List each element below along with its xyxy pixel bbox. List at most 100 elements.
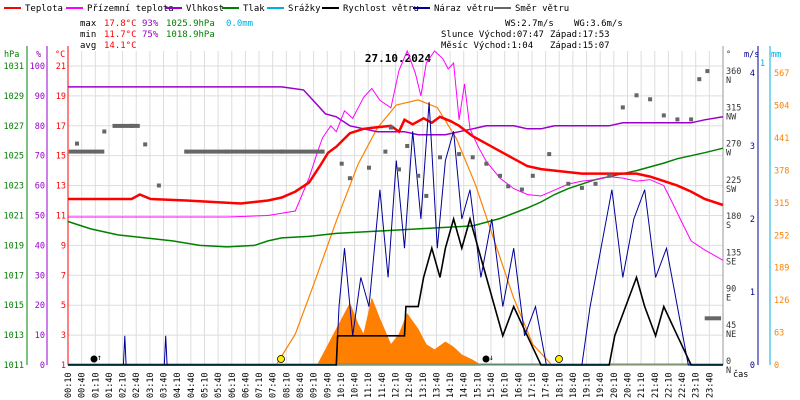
pct-tick-label: 20 xyxy=(35,301,45,311)
dir-tick-label: W xyxy=(726,149,732,159)
dir-tick-deg: 315 xyxy=(726,103,741,113)
solar-layer xyxy=(68,99,723,366)
wind-direction-point xyxy=(661,113,666,118)
legend-label-vlhkost: Vlhkost xyxy=(186,4,224,14)
ms-tick-label: 1 xyxy=(750,288,755,298)
wind-direction-point xyxy=(484,161,489,166)
legend-label-rychlost: Rychlost větru xyxy=(343,4,419,14)
dir-tick-label: N xyxy=(726,366,731,376)
pct-tick-label: 90 xyxy=(35,92,45,102)
mm-tick-label: 0 xyxy=(774,361,779,371)
wind-direction-point xyxy=(648,97,653,102)
x-tick-label: 19:10 xyxy=(583,372,593,398)
moonset-arrow-icon: ↓ xyxy=(489,353,494,362)
deg-axis-title: ° xyxy=(726,50,731,60)
series-temperature xyxy=(68,115,724,207)
legend-label-srazky: Srážky xyxy=(288,4,321,14)
dir-tick-deg: 0 xyxy=(726,357,731,367)
x-tick-label: 01:10 xyxy=(91,372,101,398)
moonrise-arrow-icon: ↑ xyxy=(97,353,102,362)
dir-tick-deg: 90 xyxy=(726,285,736,295)
wind-direction-point xyxy=(470,155,475,160)
x-tick-label: 09:40 xyxy=(323,372,333,398)
pct-tick-label: 0 xyxy=(40,361,45,371)
hpa-tick-label: 1023 xyxy=(4,182,24,192)
x-tick-label: 11:10 xyxy=(364,372,374,398)
ms-axis-title: m/s xyxy=(744,50,759,60)
wind-direction-point xyxy=(156,183,161,188)
mm-tick-label: 126 xyxy=(774,296,789,306)
dir-tick-deg: 270 xyxy=(726,140,741,150)
grid xyxy=(67,51,723,366)
legend-label-smer: Směr větru xyxy=(515,4,569,14)
x-tick-label: 10:10 xyxy=(337,372,347,398)
legend-label-teplota: Teplota xyxy=(25,4,63,14)
mm-tick-label: 189 xyxy=(774,264,789,274)
pct-tick-label: 100 xyxy=(30,62,45,72)
stat-max-rain: 0.0mm xyxy=(226,19,253,29)
pct-tick-label: 50 xyxy=(35,211,45,221)
info-moon: Měsíc Východ:1:04 xyxy=(441,41,533,51)
wind-direction-bar xyxy=(704,316,722,321)
wind-direction-point xyxy=(416,173,421,178)
stat-min-hum: 75% xyxy=(142,30,159,40)
wind-direction-bar xyxy=(68,149,105,154)
wind-direction-point xyxy=(498,173,502,178)
info-block: WS:2.7m/s WG:3.6m/s Slunce Východ:07:47 … xyxy=(441,19,623,51)
hpa-tick-label: 1029 xyxy=(4,92,24,102)
x-tick-label: 07:10 xyxy=(255,372,265,398)
wind-direction-point xyxy=(143,142,148,147)
hpa-tick-label: 1013 xyxy=(4,331,24,341)
legend-label-naraz: Náraz větru xyxy=(434,4,494,14)
x-tick-label: 22:40 xyxy=(678,372,688,398)
dir-tick-label: SE xyxy=(726,257,736,267)
wind-direction-point xyxy=(457,152,462,157)
wind-direction-point xyxy=(388,125,393,130)
dir-tick-label: NW xyxy=(726,112,737,122)
x-tick-label: 22:10 xyxy=(664,372,674,398)
dir-tick-deg: 360 xyxy=(726,67,741,77)
x-tick-label: 06:10 xyxy=(228,372,238,398)
x-tick-label: 21:40 xyxy=(651,372,661,398)
hpa-tick-label: 1031 xyxy=(4,62,24,72)
pct-tick-label: 70 xyxy=(35,152,45,162)
dir-tick-label: NE xyxy=(726,330,736,340)
x-tick-label: 16:40 xyxy=(514,372,524,398)
c-tick-label: 15 xyxy=(56,152,66,162)
wind-direction-point xyxy=(367,165,371,170)
c-tick-label: 13 xyxy=(56,182,66,192)
c-axis-title: °C xyxy=(55,50,65,60)
x-tick-label: 06:40 xyxy=(241,372,251,398)
series-theoretical-radiation xyxy=(68,99,723,366)
x-tick-label: 08:40 xyxy=(296,372,306,398)
wind-direction-point xyxy=(405,144,410,148)
hpa-tick-label: 1017 xyxy=(4,271,24,281)
x-tick-label: 12:10 xyxy=(392,372,402,398)
c-tick-label: 19 xyxy=(56,92,66,102)
wind-direction-point xyxy=(593,181,598,186)
c-tick-label: 9 xyxy=(61,241,66,251)
x-tick-label: 18:10 xyxy=(555,372,565,398)
x-tick-label: 20:40 xyxy=(623,372,633,398)
x-tick-label: 04:40 xyxy=(187,372,197,398)
sunset-icon xyxy=(555,355,563,363)
dir-tick-deg: 45 xyxy=(726,321,736,331)
moonset-icon xyxy=(482,355,490,363)
legend-label-tlak: Tlak xyxy=(243,4,265,14)
x-tick-label: 13:40 xyxy=(432,372,442,398)
mm-tick-label: 252 xyxy=(774,231,789,241)
x-tick-label: 15:10 xyxy=(473,372,483,398)
pct-tick-label: 60 xyxy=(35,182,45,192)
wind-direction-point xyxy=(705,69,710,74)
dir-tick-label: N xyxy=(726,76,731,86)
dir-tick-deg: 180 xyxy=(726,212,741,222)
wind-direction-point xyxy=(383,149,388,154)
mm-tick-label: 378 xyxy=(774,166,789,176)
dir-tick-deg: 135 xyxy=(726,248,741,258)
x-tick-label: 19:40 xyxy=(596,372,606,398)
wind-direction-point xyxy=(438,155,442,160)
c-tick-label: 3 xyxy=(61,331,66,341)
info-wg: WG:3.6m/s xyxy=(574,19,623,29)
mm-axis-title: mm xyxy=(771,50,781,60)
